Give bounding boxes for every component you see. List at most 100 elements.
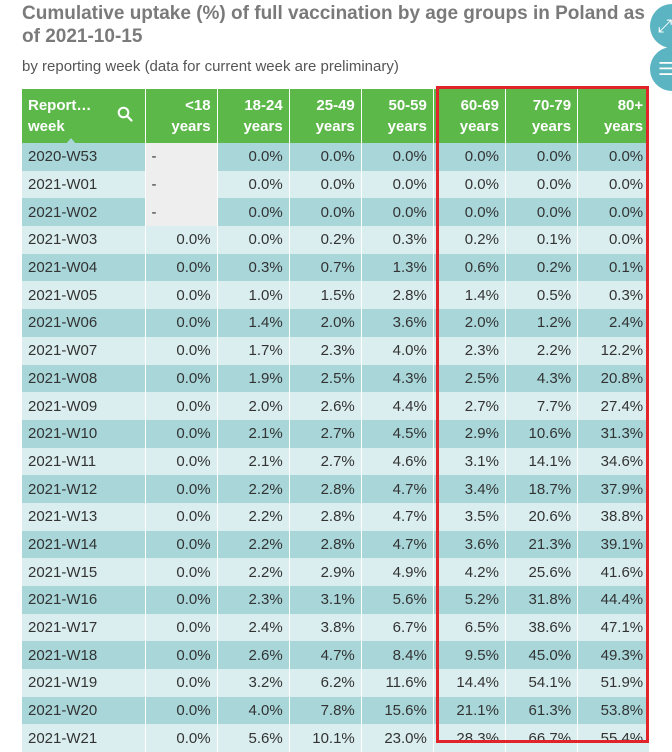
cell-week: 2020-W53 [22, 143, 146, 171]
cell-80plus: 38.8% [577, 502, 651, 531]
cell-50-59: 1.3% [361, 253, 434, 282]
cell-under18: 0.0% [145, 724, 218, 752]
cell-under18: 0.0% [145, 475, 218, 503]
cell-18-24: 2.1% [217, 447, 290, 476]
cell-under18: 0.0% [145, 558, 218, 586]
table-row: 2021-W13 0.0% 2.2% 2.8% 4.7% 3.5% 20.6% 38.8% [22, 502, 651, 531]
table-row: 2021-W20 0.0% 4.0% 7.8% 15.6% 21.1% 61.3% 53.8% [22, 696, 651, 725]
column-header-under18[interactable]: <18 years [145, 89, 218, 143]
table-row: 2021-W15 0.0% 2.2% 2.9% 4.9% 4.2% 25.6% 41.6% [22, 558, 651, 586]
cell-50-59: 4.4% [361, 392, 434, 420]
column-header-label: week [28, 118, 65, 135]
table-row: 2021-W21 0.0% 5.6% 10.1% 23.0% 28.3% 66.7% 55.4… [22, 724, 651, 752]
cell-50-59: 23.0% [361, 724, 434, 752]
cell-week: 2021-W11 [22, 447, 146, 476]
table-header-row: Report… week <18 years 18-24 years 25-49 ye… [22, 89, 651, 144]
cell-under18: 0.0% [145, 309, 218, 337]
cell-25-49: 10.1% [289, 724, 362, 752]
column-header-label: years [459, 118, 499, 135]
column-header-label: years [171, 118, 211, 135]
cell-50-59: 4.0% [361, 336, 434, 365]
cell-under18: 0.0% [145, 392, 218, 420]
cell-week: 2021-W02 [22, 198, 146, 227]
cell-70-79: 66.7% [505, 724, 579, 752]
cell-18-24: 2.2% [217, 502, 290, 531]
cell-50-59: 6.7% [361, 613, 434, 642]
cell-18-24: 1.4% [217, 309, 290, 337]
cell-week: 2021-W21 [22, 724, 146, 752]
table-row: 2021-W09 0.0% 2.0% 2.6% 4.4% 2.7% 7.7% 27.4% [22, 392, 651, 420]
cell-80plus: 53.8% [577, 696, 651, 725]
cell-80plus: 34.6% [577, 447, 651, 476]
search-icon[interactable] [117, 106, 133, 122]
cell-25-49: 2.0% [289, 309, 362, 337]
cell-50-59: 4.9% [361, 558, 434, 586]
cell-18-24: 2.2% [217, 530, 290, 559]
cell-70-79: 45.0% [505, 641, 579, 670]
cell-25-49: 1.5% [289, 281, 362, 310]
table-row: 2021-W18 0.0% 2.6% 4.7% 8.4% 9.5% 45.0% 49.3% [22, 641, 651, 670]
column-header-week[interactable]: Report… week [22, 89, 146, 144]
table-row: 2021-W12 0.0% 2.2% 2.8% 4.7% 3.4% 18.7% 37.9% [22, 475, 651, 503]
cell-80plus: 31.3% [577, 419, 651, 448]
cell-week: 2021-W08 [22, 364, 146, 393]
cell-60-69: 9.5% [433, 641, 506, 670]
cell-60-69: 2.3% [433, 336, 506, 365]
cell-80plus: 51.9% [577, 669, 651, 697]
cell-50-59: 0.0% [361, 143, 434, 171]
cell-under18: 0.0% [145, 364, 218, 393]
cell-70-79: 0.2% [505, 253, 579, 282]
column-header-50-59[interactable]: 50-59 years [361, 89, 434, 143]
table-row: 2021-W10 0.0% 2.1% 2.7% 4.5% 2.9% 10.6% 31.3% [22, 419, 651, 448]
column-header-70-79[interactable]: 70-79 years [505, 89, 579, 143]
cell-25-49: 2.3% [289, 336, 362, 365]
column-header-label: Report… [28, 97, 92, 114]
table-row: 2021-W11 0.0% 2.1% 2.7% 4.6% 3.1% 14.1% 34.6% [22, 447, 651, 476]
cell-week: 2021-W09 [22, 392, 146, 420]
cell-week: 2021-W04 [22, 253, 146, 282]
column-header-18-24[interactable]: 18-24 years [217, 89, 290, 143]
cell-week: 2021-W06 [22, 309, 146, 337]
cell-week: 2021-W20 [22, 696, 146, 725]
cell-week: 2021-W15 [22, 558, 146, 586]
cell-70-79: 31.8% [505, 586, 579, 614]
cell-70-79: 18.7% [505, 475, 579, 503]
cell-25-49: 2.6% [289, 392, 362, 420]
cell-60-69: 2.0% [433, 309, 506, 337]
cell-under18: 0.0% [145, 502, 218, 531]
cell-50-59: 8.4% [361, 641, 434, 670]
cell-under18: 0.0% [145, 281, 218, 310]
column-header-60-69[interactable]: 60-69 years [433, 89, 506, 143]
cell-70-79: 1.2% [505, 309, 579, 337]
cell-25-49: 2.7% [289, 419, 362, 448]
cell-80plus: 0.0% [577, 143, 651, 171]
table-row: 2021-W16 0.0% 2.3% 3.1% 5.6% 5.2% 31.8% 44.4% [22, 586, 651, 614]
cell-18-24: 1.9% [217, 364, 290, 393]
menu-button[interactable]: ☰ [650, 47, 672, 91]
column-header-25-49[interactable]: 25-49 years [289, 89, 362, 143]
expand-button[interactable]: ⤢ [650, 4, 672, 48]
column-header-label: 70-79 [532, 97, 572, 114]
cell-18-24: 2.4% [217, 613, 290, 642]
cell-18-24: 0.0% [217, 170, 290, 199]
cell-80plus: 39.1% [577, 530, 651, 559]
cell-18-24: 0.3% [217, 253, 290, 282]
cell-80plus: 0.1% [577, 253, 651, 282]
column-header-80plus[interactable]: 80+ years [577, 89, 651, 143]
cell-70-79: 0.0% [505, 198, 579, 227]
cell-week: 2021-W14 [22, 530, 146, 559]
cell-under18: 0.0% [145, 586, 218, 614]
cell-70-79: 21.3% [505, 530, 579, 559]
cell-60-69: 0.0% [433, 170, 506, 199]
cell-70-79: 54.1% [505, 669, 579, 697]
cell-60-69: 2.5% [433, 364, 506, 393]
expand-icon: ⤢ [658, 15, 672, 36]
column-header-label: years [243, 118, 283, 135]
cell-under18: - [145, 198, 218, 227]
cell-70-79: 38.6% [505, 613, 579, 642]
cell-60-69: 0.6% [433, 253, 506, 282]
cell-70-79: 2.2% [505, 336, 579, 365]
cell-50-59: 0.0% [361, 198, 434, 227]
cell-18-24: 2.0% [217, 392, 290, 420]
cell-18-24: 2.3% [217, 586, 290, 614]
